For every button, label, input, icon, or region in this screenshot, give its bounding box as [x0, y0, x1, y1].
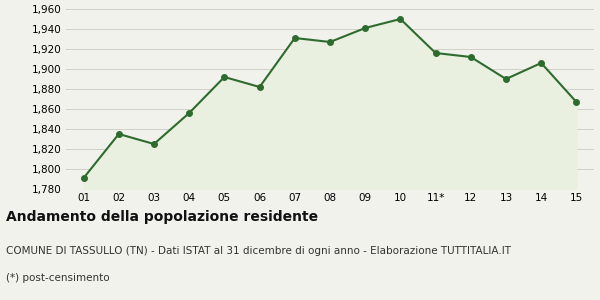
- Text: COMUNE DI TASSULLO (TN) - Dati ISTAT al 31 dicembre di ogni anno - Elaborazione : COMUNE DI TASSULLO (TN) - Dati ISTAT al …: [6, 246, 511, 256]
- Text: Andamento della popolazione residente: Andamento della popolazione residente: [6, 210, 318, 224]
- Text: (*) post-censimento: (*) post-censimento: [6, 273, 110, 283]
